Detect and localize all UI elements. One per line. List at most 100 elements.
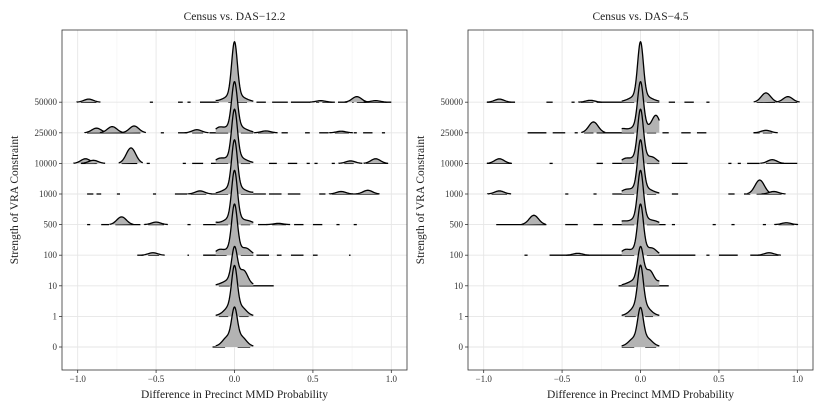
ridge-100 bbox=[524, 203, 781, 256]
ridge-bump-fill bbox=[754, 92, 778, 103]
x-axis-title: Difference in Precinct MMD Probability bbox=[547, 389, 734, 401]
ridge-fill bbox=[621, 307, 660, 347]
ridge-bump bbox=[308, 100, 333, 103]
ridge-bump bbox=[363, 100, 388, 103]
y-tick-label: 0 bbox=[53, 342, 58, 352]
ridge-peak bbox=[621, 264, 660, 316]
ridge-bump bbox=[486, 190, 512, 195]
ridge-bump bbox=[753, 129, 778, 134]
ridge-bump bbox=[121, 125, 147, 134]
panel-left: −1.0 −0.5 0.0 0.5 1.0 0 1 10 100 500 1000 10000 2500… bbox=[9, 11, 408, 401]
ridge-bump-fill bbox=[345, 96, 369, 103]
ridge-10000 bbox=[73, 108, 389, 165]
ridge-bump bbox=[565, 252, 590, 256]
panel-title: Census vs. DAS−12.2 bbox=[184, 11, 286, 23]
ridge-bump bbox=[577, 99, 603, 103]
ridge-fill bbox=[215, 170, 254, 225]
ridge-bump bbox=[253, 130, 278, 134]
ridge-fill bbox=[621, 109, 660, 164]
y-axis-title: Strength of VRA Constraint bbox=[415, 135, 427, 264]
ridge-1000 bbox=[87, 139, 380, 195]
ridge-peak bbox=[621, 169, 660, 224]
ridge-bump bbox=[109, 216, 134, 225]
ridge-fill bbox=[621, 265, 660, 317]
ridge-peak bbox=[215, 139, 254, 194]
ridge-25000 bbox=[84, 81, 386, 134]
x-tick-label: −0.5 bbox=[148, 374, 165, 384]
ridge-bump bbox=[143, 221, 168, 226]
ridge-25000 bbox=[527, 80, 778, 134]
panel-title: Census vs. DAS−4.5 bbox=[593, 11, 689, 23]
ridge-bump bbox=[99, 125, 125, 134]
ridge-peak bbox=[621, 108, 660, 163]
ridge-bump bbox=[355, 189, 380, 195]
ridge-bump bbox=[581, 121, 606, 133]
ridge-bump bbox=[486, 98, 512, 103]
ridge-bump bbox=[756, 252, 781, 256]
ridge-peak bbox=[215, 81, 254, 133]
ridge-peak bbox=[621, 245, 660, 286]
y-tick-label: 10 bbox=[48, 281, 58, 291]
ridge-peak bbox=[621, 306, 660, 347]
ridge-fill bbox=[215, 204, 254, 256]
ridge-peak bbox=[215, 306, 254, 347]
ridge-bump-fill bbox=[122, 125, 146, 133]
ridge-50000 bbox=[486, 41, 800, 103]
ridge-peak bbox=[215, 41, 254, 102]
y-tick-label: 1 bbox=[53, 311, 58, 321]
ridge-bump bbox=[338, 160, 363, 164]
ridge-peak bbox=[621, 203, 660, 254]
ridge-500 bbox=[87, 169, 357, 226]
ridge-bump bbox=[184, 129, 209, 134]
panel-right: −1.0 −0.5 0.0 0.5 1.0 0 1 10 100 500 1000 10000 2500… bbox=[415, 11, 814, 401]
ridge-fill bbox=[215, 109, 254, 164]
ridge-bump bbox=[773, 222, 799, 226]
ridge-bump bbox=[76, 98, 101, 103]
y-tick-label: 25000 bbox=[441, 128, 464, 138]
ridge-bump bbox=[328, 130, 353, 134]
ridge-peak bbox=[621, 41, 660, 102]
ridge-50000 bbox=[76, 41, 392, 103]
ridge-bump bbox=[753, 92, 778, 103]
ridge-bump bbox=[140, 252, 165, 256]
ridge-fill bbox=[215, 306, 254, 347]
ridge-bump-fill bbox=[100, 126, 124, 133]
x-axis-title: Difference in Precinct MMD Probability bbox=[141, 389, 328, 401]
ridge-1 bbox=[621, 264, 660, 318]
y-tick-label: 10 bbox=[454, 281, 464, 291]
y-tick-label: 50000 bbox=[441, 97, 464, 107]
ridge-bump-fill bbox=[363, 158, 388, 164]
ridge-0 bbox=[212, 306, 254, 348]
ridge-bump-fill bbox=[487, 158, 512, 164]
ridge-fill bbox=[621, 41, 660, 103]
ridge-bump bbox=[486, 158, 512, 164]
ridge-100 bbox=[137, 203, 351, 256]
y-tick-label: 50000 bbox=[35, 97, 58, 107]
ridge-peak bbox=[621, 80, 660, 130]
x-tick-label: 0.5 bbox=[713, 374, 725, 384]
ridge-bump bbox=[344, 95, 369, 103]
y-tick-label: 1000 bbox=[39, 189, 58, 199]
y-tick-label: 100 bbox=[450, 250, 464, 260]
ridge-bump bbox=[521, 214, 546, 225]
y-tick-label: 500 bbox=[44, 220, 58, 230]
x-tick-label: −1.0 bbox=[70, 374, 87, 384]
ridge-bump bbox=[761, 190, 786, 195]
ridge-peak bbox=[215, 169, 254, 224]
y-axis-title: Strength of VRA Constraint bbox=[9, 135, 21, 264]
ridge-bump bbox=[187, 190, 212, 195]
y-tick-label: 1000 bbox=[445, 189, 464, 199]
ridge-fill bbox=[621, 170, 660, 225]
ridge-peak bbox=[215, 203, 254, 254]
ridge-bump bbox=[363, 158, 388, 164]
ridge-peak bbox=[215, 108, 254, 163]
ridge-bump-fill bbox=[109, 216, 134, 225]
ridge-fill bbox=[621, 81, 660, 133]
y-tick-label: 10000 bbox=[441, 158, 464, 168]
ridge-bump-fill bbox=[356, 190, 380, 194]
ridge-fill bbox=[621, 139, 660, 194]
ridge-fill bbox=[621, 204, 660, 256]
x-tick-label: 0.0 bbox=[229, 374, 241, 384]
ridge-bump-fill bbox=[760, 159, 784, 164]
